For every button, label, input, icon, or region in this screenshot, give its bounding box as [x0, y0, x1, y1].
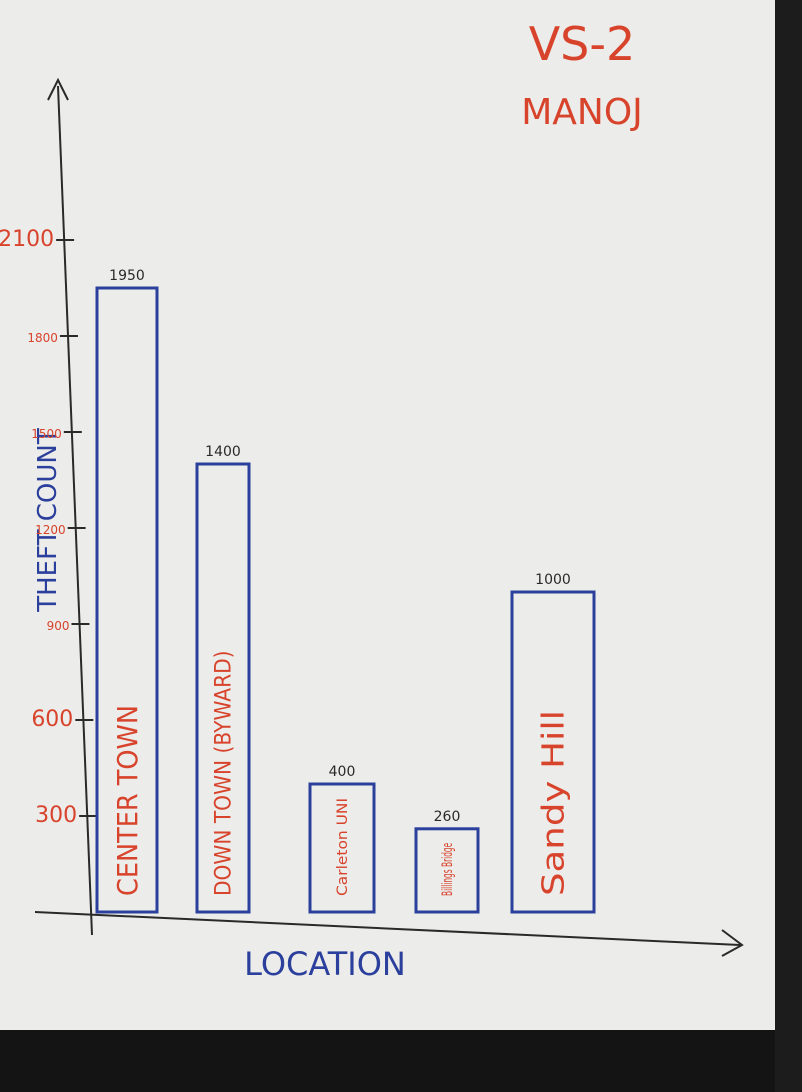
- bar-value-label: 260: [434, 809, 461, 825]
- y-tick-label: 300: [35, 803, 77, 828]
- heading-line-1: VS-2: [529, 17, 636, 71]
- category-label: Sandy Hill: [537, 710, 572, 896]
- bar: [414, 827, 480, 914]
- category-label: Carleton UNI: [335, 798, 351, 896]
- whiteboard-surface: [0, 0, 802, 1030]
- x-axis-line: [34, 911, 741, 946]
- bar-group: 1000 Sandy Hill: [510, 572, 596, 914]
- bar-series: 1950 CENTER TOWN 1400 DOWN TOWN (BYWARD) 400…: [95, 268, 596, 914]
- y-axis-line: [57, 85, 93, 936]
- category-label: Billings Bridge: [440, 843, 456, 896]
- bar-group: 1950 CENTER TOWN: [95, 268, 159, 914]
- x-axis-arrow: [721, 929, 744, 957]
- bar: [308, 782, 376, 914]
- x-axis-title: LOCATION: [244, 945, 406, 983]
- bar-group: 1400 DOWN TOWN (BYWARD): [195, 444, 251, 914]
- bar-value-label: 1400: [205, 444, 241, 460]
- whiteboard-right-edge: [775, 0, 802, 1092]
- y-tick-label: 900: [47, 619, 70, 633]
- y-tick-label: 2100: [0, 227, 54, 252]
- bar-group: 400 Carleton UNI: [308, 764, 376, 914]
- bar-value-label: 400: [329, 764, 356, 780]
- whiteboard-tray: [0, 1030, 802, 1092]
- y-tick-label: 1800: [27, 331, 58, 345]
- y-axis-arrow: [47, 77, 69, 101]
- heading-line-2: MANOJ: [521, 92, 643, 133]
- bar: [510, 590, 596, 914]
- y-axis-title: THEFT COUNT: [33, 428, 63, 613]
- bar-group: 260 Billings Bridge: [414, 809, 480, 914]
- category-label: CENTER TOWN: [111, 705, 144, 896]
- bar: [195, 462, 251, 914]
- category-label: DOWN TOWN (BYWARD): [212, 650, 237, 896]
- y-axis-ticks: 300 600 900 1200 1500 1800 2100: [0, 227, 98, 828]
- y-tick-label: 600: [31, 707, 73, 732]
- bar-value-label: 1950: [109, 268, 145, 284]
- y-tick-label: 1500: [31, 427, 62, 441]
- bar: [95, 286, 159, 914]
- y-tick-label: 1200: [35, 523, 66, 537]
- bar-value-label: 1000: [535, 572, 571, 588]
